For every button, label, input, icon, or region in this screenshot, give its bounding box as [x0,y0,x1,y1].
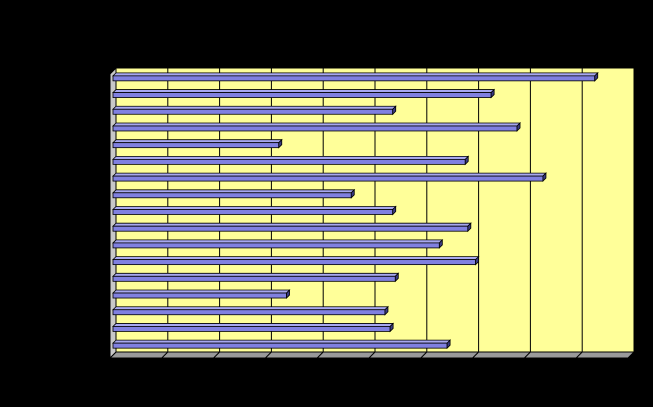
bar-front-face [112,75,596,82]
bar-9 [112,205,397,216]
gridline-floor-5 [368,351,376,359]
bar-3 [112,105,397,116]
bar-end-face [542,172,547,183]
bar-end-face [392,105,397,116]
bar-top-face [112,256,480,261]
bar-end-face [446,339,451,350]
bar-front-face [112,326,391,332]
gridline-floor-2 [213,351,220,359]
bar-front-face [112,225,469,232]
bar-15 [112,305,389,316]
bar-end-face [438,238,443,249]
bar-end-face [392,205,397,216]
gridline-floor-4 [316,351,324,359]
bar-2 [112,88,496,99]
bar-8 [112,188,356,199]
bar-front-face [112,275,396,282]
gridline-floor-1 [161,351,169,359]
bar-end-face [350,188,355,199]
gridline-floor-9 [575,351,583,359]
bar-5 [112,138,283,149]
bar-front-face [112,309,386,316]
bar-end-face [464,155,469,166]
bar-6 [112,155,470,166]
bar-top-face [112,206,397,210]
bar-front-face [112,192,352,199]
gridline-floor-3 [265,351,272,359]
bar-end-face [278,138,283,149]
bar-end-face [394,272,399,283]
bar-top-face [112,122,522,127]
bar-front-face [112,92,492,98]
gridline-floor-6 [420,351,428,359]
bar-front-face [112,158,466,165]
bar-end-face [516,122,521,132]
bar-top-face [112,272,400,277]
bar-top-face [112,139,283,144]
bar-top-face [112,222,472,227]
bar-front-face [112,242,440,249]
bar-front-face [112,125,518,132]
bar-front-face [112,142,280,149]
bar-top-face [112,89,496,93]
bar-front-face [112,209,394,215]
bar-top-face [112,72,599,77]
gridline-floor-8 [524,351,531,359]
bar-end-face [286,289,290,299]
bar-7 [112,172,547,183]
bar-4 [112,122,522,132]
bar-front-face [112,259,477,266]
bars [112,71,599,350]
bar-top-face [112,289,291,294]
gridline-floor-7 [472,351,479,359]
bar-end-face [475,255,480,266]
bar-17 [112,339,452,350]
bar-10 [112,222,472,233]
bar-end-face [467,222,472,233]
bar-end-face [389,322,394,333]
bar-top-face [112,239,444,244]
bar-front-face [112,292,287,299]
bar-12 [112,255,480,266]
bar-1 [112,71,599,82]
bar-top-face [112,339,452,344]
bar-14 [112,289,291,299]
bar-16 [112,322,395,333]
bar-top-face [112,105,397,110]
bar-end-face [490,88,495,99]
bar-front-face [112,175,544,182]
bar-top-face [112,172,547,177]
bar-13 [112,272,400,283]
bar-11 [112,238,444,249]
bar-front-face [112,108,394,115]
bar-top-face [112,323,395,327]
bar-end-face [384,305,389,316]
bar-top-face [112,306,389,311]
bar-top-face [112,189,356,194]
bar-top-face [112,155,470,160]
bar-front-face [112,342,448,349]
bar-end-face [594,71,599,82]
